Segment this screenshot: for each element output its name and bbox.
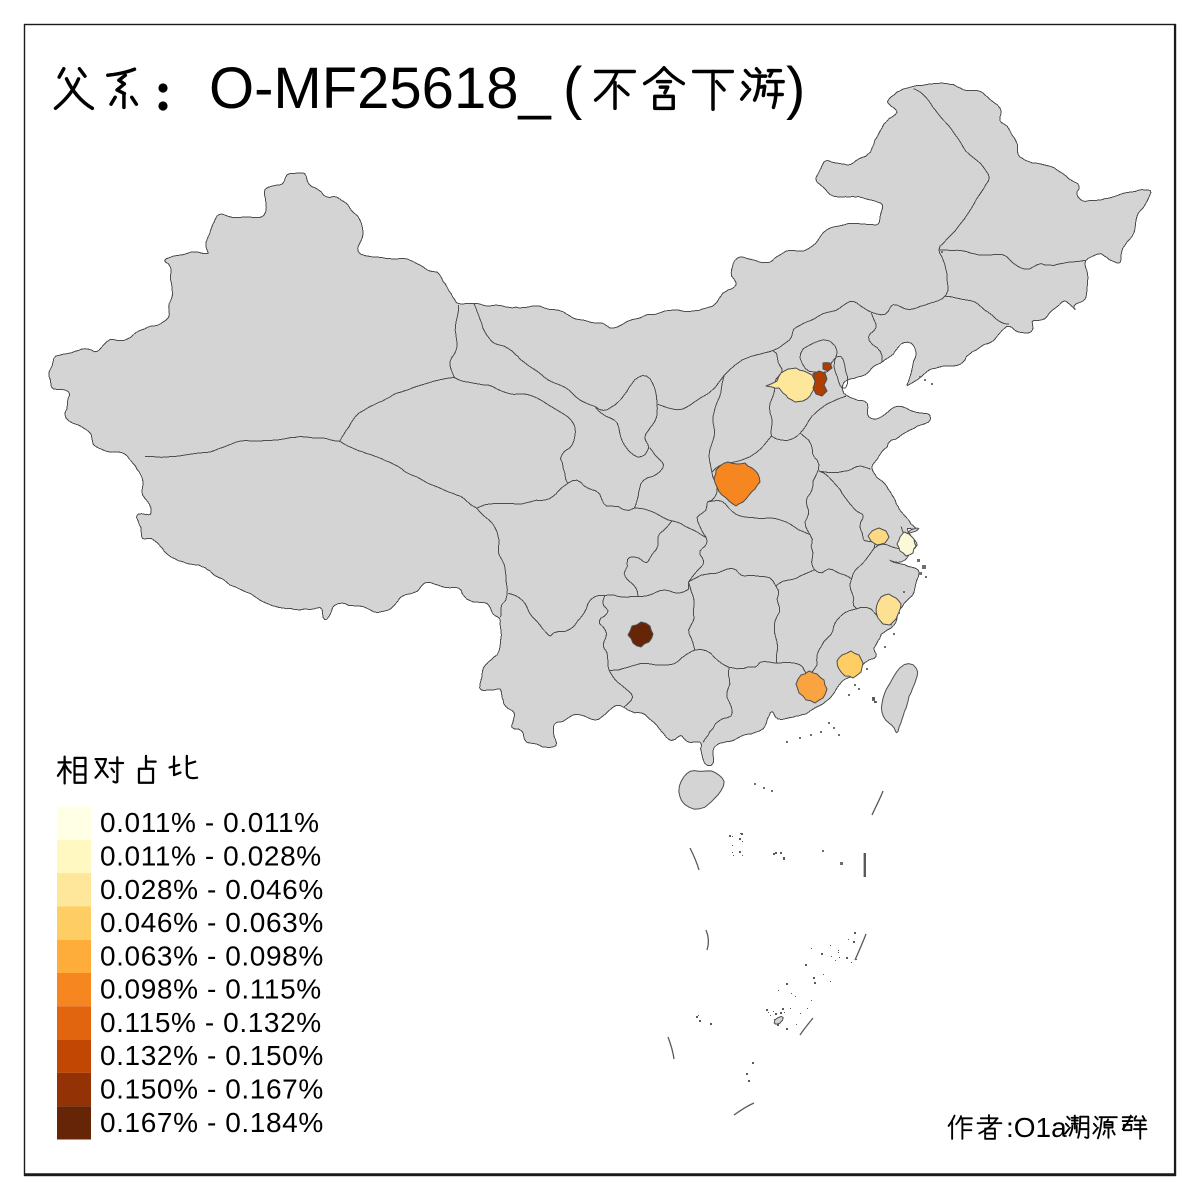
svg-text::O1a: :O1a xyxy=(1006,1112,1067,1143)
svg-text:0.132% - 0.150%: 0.132% - 0.150% xyxy=(100,1040,324,1071)
svg-text:0.046% - 0.063%: 0.046% - 0.063% xyxy=(100,907,324,938)
svg-text:0.150% - 0.167%: 0.150% - 0.167% xyxy=(100,1074,324,1105)
svg-text:0.028% - 0.046%: 0.028% - 0.046% xyxy=(100,874,324,905)
svg-text:0.011% - 0.011%: 0.011% - 0.011% xyxy=(100,807,320,838)
svg-text:O-MF25618_: O-MF25618_ xyxy=(209,56,551,121)
svg-text:0.167% - 0.184%: 0.167% - 0.184% xyxy=(100,1107,324,1138)
svg-text:0.098% - 0.115%: 0.098% - 0.115% xyxy=(100,974,322,1005)
svg-text:0.115% - 0.132%: 0.115% - 0.132% xyxy=(100,1007,322,1038)
svg-text:0.063% - 0.098%: 0.063% - 0.098% xyxy=(100,940,324,971)
svg-text:(: ( xyxy=(563,56,582,121)
svg-text:0.011% - 0.028%: 0.011% - 0.028% xyxy=(100,840,322,871)
svg-text:): ) xyxy=(786,56,805,121)
